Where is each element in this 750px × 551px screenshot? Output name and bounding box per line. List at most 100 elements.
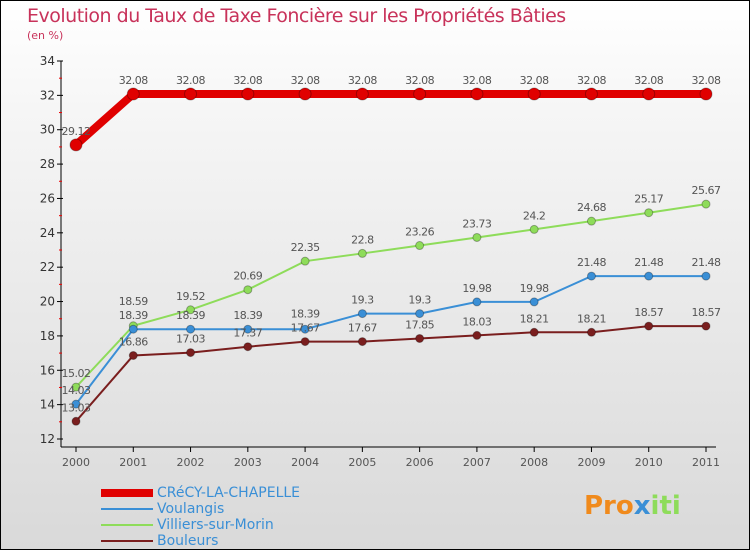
series-line [73, 89, 706, 148]
series-line [75, 325, 706, 422]
data-label: 25.67 [692, 184, 721, 197]
legend-label: Bouleurs [157, 533, 219, 549]
data-point [644, 208, 654, 218]
data-label: 32.08 [348, 74, 377, 87]
data-point [472, 330, 482, 340]
data-point [186, 348, 196, 358]
data-point [243, 324, 253, 334]
data-label: 18.59 [119, 295, 148, 308]
data-label: 21.48 [692, 256, 721, 269]
x-tick-label: 2002 [177, 456, 205, 469]
legend-swatch [101, 540, 153, 542]
data-label: 25.17 [634, 193, 663, 206]
data-label: 32.08 [405, 74, 434, 87]
data-point [415, 309, 425, 319]
y-tick-label: 12 [40, 432, 55, 446]
data-label: 19.98 [462, 282, 491, 295]
data-point [584, 87, 598, 101]
data-point [527, 87, 541, 101]
data-point [644, 321, 654, 331]
y-tick-label: 34 [40, 54, 55, 68]
data-point [128, 350, 138, 360]
data-label: 15.02 [62, 367, 91, 380]
data-point [300, 337, 310, 347]
y-tick-label: 30 [40, 123, 55, 137]
legend-swatch [101, 524, 153, 526]
data-point [186, 324, 196, 334]
data-label: 18.39 [176, 309, 205, 322]
data-label: 23.26 [405, 226, 434, 239]
data-point [529, 327, 539, 337]
data-point [472, 297, 482, 307]
legend-label: Voulangis [157, 501, 225, 517]
data-point [470, 87, 484, 101]
x-tick-label: 2006 [406, 456, 434, 469]
data-label: 16.86 [119, 335, 148, 348]
data-label: 32.08 [520, 74, 549, 87]
data-point [586, 327, 596, 337]
data-point [701, 199, 711, 209]
data-point [701, 321, 711, 331]
data-point [529, 224, 539, 234]
data-point [415, 241, 425, 251]
data-point [69, 138, 83, 152]
x-tick-label: 2010 [635, 456, 663, 469]
y-tick-label: 18 [40, 329, 55, 343]
data-label: 20.69 [233, 270, 262, 283]
x-tick-label: 2003 [234, 456, 262, 469]
data-label: 18.57 [692, 306, 721, 319]
legend-item: Voulangis [101, 501, 224, 517]
data-label: 32.08 [634, 74, 663, 87]
data-point [586, 271, 596, 281]
y-tick-label: 24 [40, 226, 55, 240]
y-tick-label: 32 [40, 88, 55, 102]
data-label: 23.73 [462, 217, 491, 230]
data-point [699, 87, 713, 101]
x-tick-label: 2004 [291, 456, 319, 469]
x-tick-label: 2000 [62, 456, 90, 469]
legend-swatch [101, 508, 153, 510]
data-label: 32.08 [176, 74, 205, 87]
data-point [184, 87, 198, 101]
data-label: 32.08 [692, 74, 721, 87]
data-point [243, 342, 253, 352]
data-point [298, 87, 312, 101]
chart-subtitle: (en %) [27, 29, 64, 42]
data-label: 18.39 [233, 309, 262, 322]
data-point [241, 87, 255, 101]
data-point [415, 333, 425, 343]
x-tick-label: 2007 [463, 456, 491, 469]
series-line [75, 203, 707, 388]
y-tick-label: 28 [40, 157, 55, 171]
data-point [586, 216, 596, 226]
data-label: 14.03 [62, 384, 91, 397]
data-point [71, 399, 81, 409]
data-point [186, 305, 196, 315]
data-label: 17.85 [405, 318, 434, 331]
y-tick-label: 14 [40, 398, 55, 412]
y-tick-label: 16 [40, 363, 55, 377]
data-point [126, 87, 140, 101]
data-point [355, 87, 369, 101]
legend-label: CRéCY-LA-CHAPELLE [157, 485, 301, 501]
data-point [644, 271, 654, 281]
legend-item: Bouleurs [101, 533, 218, 549]
data-label: 19.3 [351, 294, 374, 307]
data-label: 18.21 [520, 312, 549, 325]
data-point [71, 382, 81, 392]
data-point [71, 416, 81, 426]
data-label: 18.39 [291, 308, 320, 321]
y-tick-label: 22 [40, 260, 55, 274]
data-label: 19.52 [176, 290, 205, 303]
x-tick-label: 2011 [692, 456, 720, 469]
data-label: 19.3 [408, 294, 431, 307]
data-label: 24.2 [523, 209, 546, 222]
data-label: 18.57 [634, 306, 663, 319]
data-label: 32.08 [577, 74, 606, 87]
data-label: 24.68 [577, 201, 606, 214]
data-point [357, 309, 367, 319]
data-label: 21.48 [634, 256, 663, 269]
data-label: 29.12 [62, 125, 91, 138]
data-label: 17.67 [291, 322, 320, 335]
